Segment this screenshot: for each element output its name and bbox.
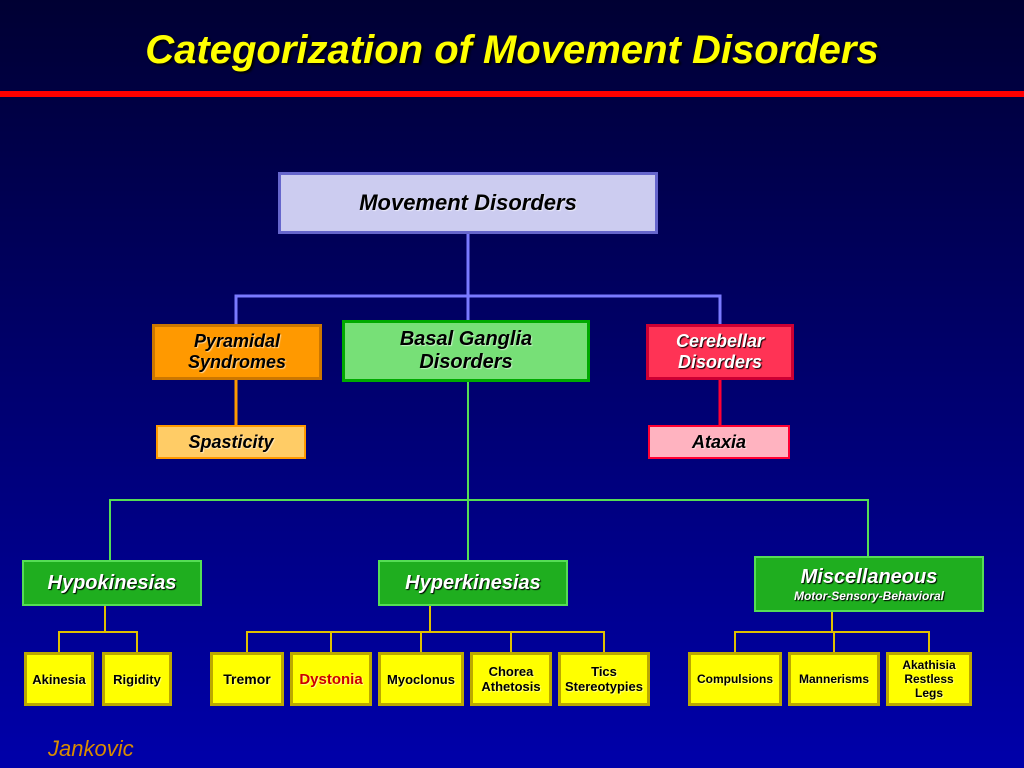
node-tremor: Tremor	[210, 652, 284, 706]
node-label: Hypokinesias	[48, 572, 177, 595]
node-ataxia: Ataxia	[648, 425, 790, 459]
node-sub: Motor-Sensory-Behavioral	[794, 589, 944, 603]
node-compulsions: Compulsions	[688, 652, 782, 706]
node-label: Rigidity	[113, 672, 161, 687]
node-label2: Disorders	[678, 352, 762, 373]
node-label: Mannerisms	[799, 672, 869, 686]
node-label: Ataxia	[692, 432, 746, 453]
node-label: Tremor	[223, 671, 270, 687]
node-rigidity: Rigidity	[102, 652, 172, 706]
node-label: Tics	[591, 664, 617, 679]
node-akathisia: AkathisiaRestlessLegs	[886, 652, 972, 706]
node-label: Pyramidal	[194, 331, 280, 352]
node-root: Movement Disorders	[278, 172, 658, 234]
node-hyperkinesias: Hyperkinesias	[378, 560, 568, 606]
node-chorea: ChoreaAthetosis	[470, 652, 552, 706]
node-label: Compulsions	[697, 672, 773, 686]
slide-title: Categorization of Movement Disorders	[0, 0, 1024, 91]
node-myoclonus: Myoclonus	[378, 652, 464, 706]
node-akinesia: Akinesia	[24, 652, 94, 706]
node-label: Cerebellar	[676, 331, 764, 352]
node-tics: TicsStereotypies	[558, 652, 650, 706]
node-label3: Legs	[915, 686, 943, 700]
node-label: Spasticity	[188, 432, 273, 453]
node-label2: Athetosis	[481, 679, 540, 694]
author-credit: Jankovic	[48, 736, 134, 762]
divider	[0, 91, 1024, 97]
node-misc: MiscellaneousMotor-Sensory-Behavioral	[754, 556, 984, 612]
node-label: Miscellaneous	[801, 566, 938, 589]
node-label: Basal Ganglia	[400, 328, 532, 351]
node-hypokinesias: Hypokinesias	[22, 560, 202, 606]
node-pyramidal: PyramidalSyndromes	[152, 324, 322, 380]
node-label2: Disorders	[419, 351, 512, 374]
node-label: Chorea	[489, 664, 534, 679]
node-cerebellar: CerebellarDisorders	[646, 324, 794, 380]
node-label: Akathisia	[902, 658, 955, 672]
node-spasticity: Spasticity	[156, 425, 306, 459]
node-mannerisms: Mannerisms	[788, 652, 880, 706]
node-label2: Stereotypies	[565, 679, 643, 694]
node-dystonia: Dystonia	[290, 652, 372, 706]
node-label: Dystonia	[299, 671, 362, 688]
node-label: Myoclonus	[387, 672, 455, 687]
node-label: Akinesia	[32, 672, 85, 687]
node-label: Movement Disorders	[359, 190, 577, 216]
node-label2: Restless	[904, 672, 953, 686]
node-label: Hyperkinesias	[405, 572, 541, 595]
node-label2: Syndromes	[188, 352, 286, 373]
node-basal: Basal GangliaDisorders	[342, 320, 590, 382]
